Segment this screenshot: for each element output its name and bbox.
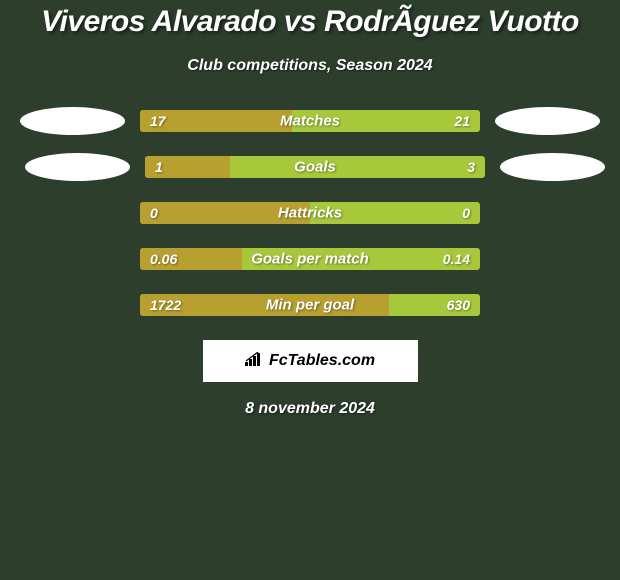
- stat-bar: 17 Matches 21: [140, 110, 480, 132]
- stat-row: 0.06 Goals per match 0.14: [0, 248, 620, 270]
- brand-text: FcTables.com: [269, 352, 375, 370]
- stat-row: 17 Matches 21: [0, 110, 620, 132]
- stats-rows: 17 Matches 21 1 Goals 3 0 Hattricks 0 0.06 Goals p…: [0, 110, 620, 316]
- player-left-ellipse: [20, 107, 125, 135]
- chart-icon: [245, 352, 263, 371]
- stat-bar: 1722 Min per goal 630: [140, 294, 480, 316]
- stat-row: 0 Hattricks 0: [0, 202, 620, 224]
- stat-label: Goals per match: [251, 251, 369, 268]
- stat-label: Hattricks: [278, 205, 342, 222]
- stat-bar: 0.06 Goals per match 0.14: [140, 248, 480, 270]
- stat-row: 1722 Min per goal 630: [0, 294, 620, 316]
- player-right-ellipse: [495, 107, 600, 135]
- stat-value-left: 0.06: [150, 251, 177, 267]
- stat-label: Min per goal: [266, 297, 354, 314]
- player-right-ellipse: [500, 153, 605, 181]
- player-left-ellipse: [25, 153, 130, 181]
- stat-label: Goals: [294, 159, 336, 176]
- stat-value-left: 0: [150, 205, 158, 221]
- stat-label: Matches: [280, 113, 340, 130]
- stat-value-left: 17: [150, 113, 166, 129]
- stat-value-right: 0: [462, 205, 470, 221]
- stat-row: 1 Goals 3: [0, 156, 620, 178]
- brand-box: FcTables.com: [203, 340, 418, 382]
- stat-bar: 1 Goals 3: [145, 156, 485, 178]
- stat-bar: 0 Hattricks 0: [140, 202, 480, 224]
- stat-value-right: 3: [467, 159, 475, 175]
- stat-value-right: 0.14: [443, 251, 470, 267]
- stat-value-right: 21: [454, 113, 470, 129]
- stat-value-left: 1722: [150, 297, 181, 313]
- stat-value-right: 630: [447, 297, 470, 313]
- comparison-title: Viveros Alvarado vs RodrÃ­guez Vuotto: [0, 5, 620, 39]
- stat-value-left: 1: [155, 159, 163, 175]
- date-text: 8 november 2024: [0, 400, 620, 418]
- comparison-subtitle: Club competitions, Season 2024: [0, 57, 620, 75]
